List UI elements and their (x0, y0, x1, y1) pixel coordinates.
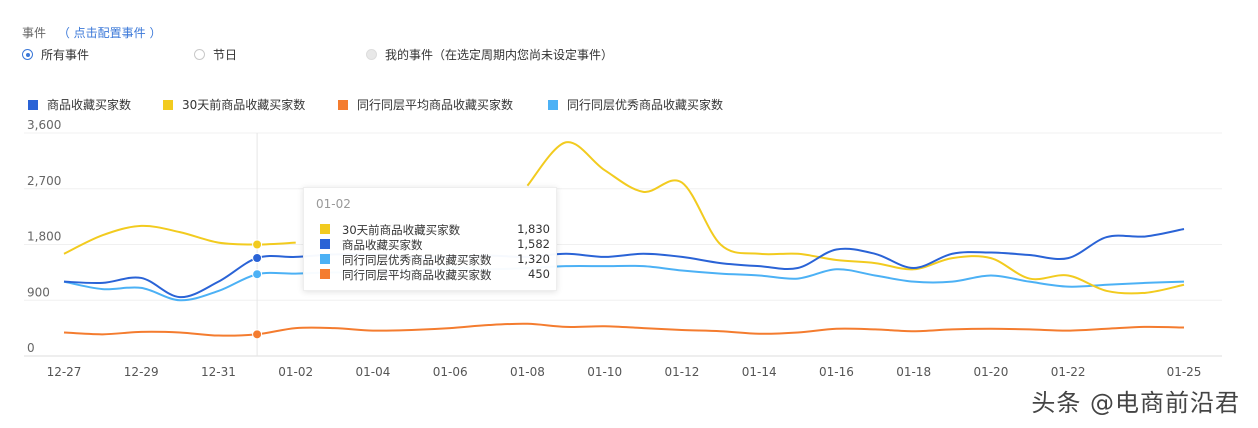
radio-label: 所有事件 (41, 48, 90, 62)
x-tick-label: 12-29 (124, 365, 159, 379)
tooltip-series-name: 商品收藏买家数 (342, 238, 423, 252)
radio-dot-icon (22, 49, 33, 60)
x-tick-label: 01-02 (278, 365, 313, 379)
x-tick-label: 12-31 (201, 365, 236, 379)
hover-point (252, 239, 263, 250)
tooltip-swatch (320, 239, 330, 249)
tooltip-value: 1,830 (517, 222, 550, 236)
series-line (63, 264, 1185, 302)
series-line (63, 228, 1185, 299)
legend-swatch (28, 99, 38, 110)
legend-item[interactable]: 同行同层平均商品收藏买家数 (338, 96, 513, 113)
legend-item[interactable]: 商品收藏买家数 (28, 96, 131, 113)
legend-swatch (338, 99, 348, 110)
events-title: 事件 (22, 26, 47, 40)
y-tick-label: 1,800 (27, 230, 61, 244)
legend-swatch (548, 99, 558, 110)
tooltip-series-name: 同行同层优秀商品收藏买家数 (342, 253, 492, 267)
events-header: 事件 （ 点击配置事件 ） (22, 24, 161, 41)
series-line (526, 141, 1185, 295)
tooltip-value: 1,582 (517, 237, 550, 251)
config-events-link[interactable]: （ 点击配置事件 ） (57, 26, 162, 40)
watermark: 头条 @电商前沿君 (1031, 389, 1240, 417)
tooltip-series-name: 同行同层平均商品收藏买家数 (342, 268, 492, 282)
x-tick-label: 01-14 (742, 365, 777, 379)
x-tick-label: 01-20 (973, 365, 1008, 379)
tooltip-row: 商品收藏买家数 1,582 (320, 237, 550, 252)
x-tick-label: 01-16 (819, 365, 854, 379)
series-line (63, 224, 296, 255)
radio-all-events[interactable]: 所有事件 (22, 46, 89, 63)
legend-swatch (163, 99, 173, 110)
event-filter-radio-group: 所有事件 节日 我的事件（在选定周期内您尚未设定事件） (22, 46, 1222, 62)
tooltip-date: 01-02 (316, 197, 351, 211)
legend-label: 同行同层优秀商品收藏买家数 (567, 98, 724, 112)
tooltip-row: 同行同层平均商品收藏买家数 450 (320, 267, 550, 282)
tooltip-value: 1,320 (517, 252, 550, 266)
tooltip-value: 450 (528, 267, 550, 281)
x-tick-label: 01-10 (587, 365, 622, 379)
radio-dot-icon (366, 49, 377, 60)
hover-point (252, 253, 263, 264)
legend-item[interactable]: 同行同层优秀商品收藏买家数 (548, 96, 723, 113)
x-tick-label: 01-18 (896, 365, 931, 379)
tooltip-swatch (320, 224, 330, 234)
tooltip-row: 30天前商品收藏买家数 1,830 (320, 222, 550, 237)
y-tick-label: 2,700 (27, 174, 61, 188)
series-line (63, 322, 1185, 337)
x-tick-label: 01-04 (356, 365, 391, 379)
hover-point (252, 329, 263, 340)
radio-holidays[interactable]: 节日 (194, 46, 237, 63)
radio-dot-icon (194, 49, 205, 60)
y-tick-label: 900 (27, 285, 50, 299)
tooltip-swatch (320, 254, 330, 264)
x-tick-label: 01-25 (1167, 365, 1202, 379)
radio-label: 节日 (213, 48, 238, 62)
tooltip-swatch (320, 269, 330, 279)
tooltip-row: 同行同层优秀商品收藏买家数 1,320 (320, 252, 550, 267)
tooltip-series-name: 30天前商品收藏买家数 (342, 223, 461, 237)
x-tick-label: 12-27 (47, 365, 82, 379)
x-tick-label: 01-12 (664, 365, 699, 379)
hover-point (252, 269, 263, 280)
legend-label: 同行同层平均商品收藏买家数 (357, 98, 514, 112)
radio-label: 我的事件（在选定周期内您尚未设定事件） (385, 48, 614, 62)
x-tick-label: 01-06 (433, 365, 468, 379)
y-tick-label: 3,600 (27, 118, 61, 132)
legend-label: 30天前商品收藏买家数 (182, 98, 306, 112)
radio-my-events[interactable]: 我的事件（在选定周期内您尚未设定事件） (366, 46, 613, 63)
chart-tooltip: 01-02 30天前商品收藏买家数 1,830 商品收藏买家数 1,582 同行… (303, 187, 557, 291)
legend-label: 商品收藏买家数 (47, 98, 132, 112)
x-tick-label: 01-22 (1051, 365, 1086, 379)
legend-item[interactable]: 30天前商品收藏买家数 (163, 96, 305, 113)
y-tick-label: 0 (27, 341, 35, 355)
x-tick-label: 01-08 (510, 365, 545, 379)
chart-legend: 商品收藏买家数 30天前商品收藏买家数 同行同层平均商品收藏买家数 同行同层优秀… (28, 96, 1028, 113)
